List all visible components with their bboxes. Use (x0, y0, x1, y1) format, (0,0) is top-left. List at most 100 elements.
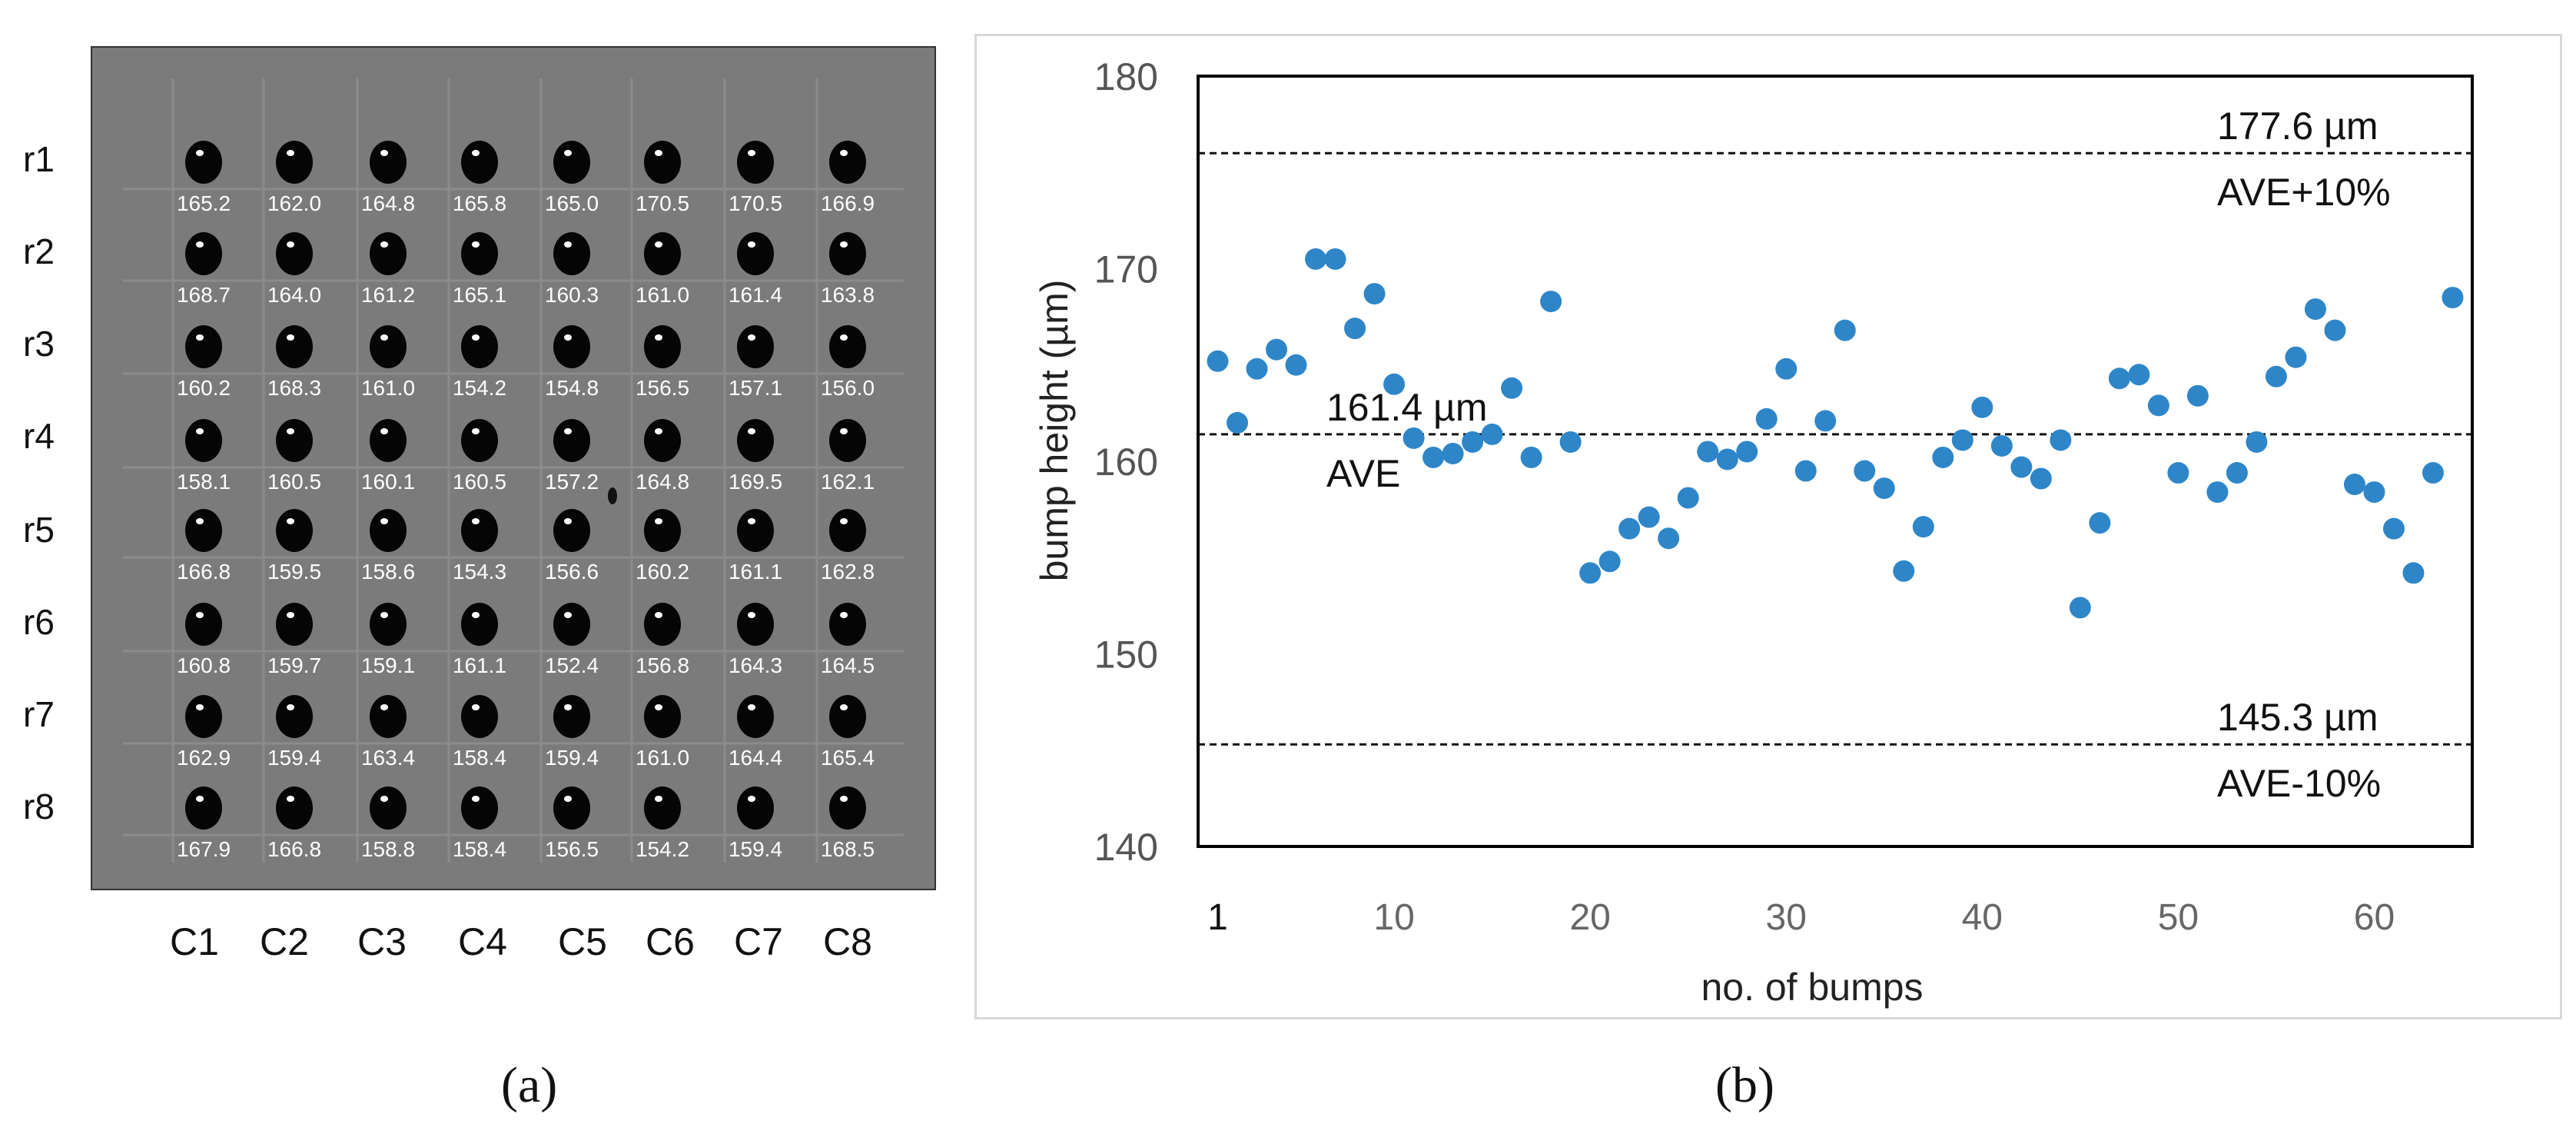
x-tick-label: 30 (1766, 897, 1807, 938)
data-point (1873, 477, 1895, 500)
bump-height-value: 156.8 (636, 653, 689, 677)
solder-bump (461, 695, 498, 738)
solder-bump (276, 509, 313, 552)
data-point (1716, 448, 1738, 471)
data-point (1363, 283, 1386, 305)
data-point (2402, 562, 2425, 584)
data-point (1462, 431, 1484, 453)
data-point (2128, 364, 2150, 386)
bump-highlight (196, 150, 204, 156)
bump-height-value: 169.5 (729, 470, 782, 494)
bump-highlight (564, 612, 572, 618)
data-point (2285, 346, 2307, 368)
solder-bump (737, 141, 774, 184)
bump-height-value: 161.2 (361, 283, 415, 307)
bump-array-svg: 165.2 162.0 164.8 165.8 165.0 170.5 170.5 166.9… (123, 78, 904, 863)
x-tick-label: 1 (1207, 897, 1228, 938)
solder-bump (276, 603, 313, 646)
trace-lines (123, 78, 904, 863)
data-point (1697, 441, 1719, 463)
data-point (1559, 431, 1582, 453)
bump-highlight (748, 150, 755, 156)
bump-highlight (564, 704, 572, 710)
data-point (2324, 319, 2346, 341)
y-tick-label: 150 (1094, 634, 1158, 677)
bump-highlight (287, 704, 294, 710)
bump-highlight (196, 612, 204, 618)
bump-highlight (287, 150, 294, 156)
solder-bump (370, 603, 407, 646)
bump-height-value: 159.7 (267, 653, 321, 677)
reference-name-label: AVE-10% (2217, 762, 2381, 805)
bump-height-value: 162.9 (177, 746, 231, 770)
bump-highlight (748, 241, 755, 248)
bump-height-value: 156.5 (545, 837, 599, 861)
x-tick-label: 50 (2158, 897, 2199, 938)
data-point (1618, 517, 1641, 540)
bump-height-value: 158.6 (361, 560, 415, 584)
bump-height-value: 164.3 (729, 653, 782, 677)
bump-height-value: 165.1 (453, 283, 506, 307)
panel-b-caption: (b) (1715, 1057, 1774, 1113)
bump-height-value: 158.8 (361, 837, 415, 861)
solder-bump (829, 786, 866, 830)
bump-highlight (564, 796, 572, 802)
solder-bump (553, 509, 590, 552)
bump-highlight (472, 241, 480, 248)
bump-height-value: 166.8 (177, 560, 231, 584)
solder-bump (644, 786, 681, 830)
bump-highlight (840, 241, 848, 248)
bump-height-value: 154.3 (453, 560, 506, 584)
bump-highlight (196, 518, 204, 524)
solder-bump (829, 141, 866, 184)
bump-highlight (748, 612, 755, 618)
bump-highlight (655, 612, 662, 618)
data-point (1579, 562, 1602, 584)
row-label: r4 (23, 416, 55, 456)
solder-bump (737, 419, 774, 462)
bump-highlight (472, 612, 480, 618)
bump-height-value: 154.2 (453, 376, 506, 400)
solder-bump (737, 325, 774, 368)
data-point (1736, 441, 1758, 463)
chart-panel: 140 150 160 170 180 1 10 20 30 40 50 60 no. of bumps… (974, 34, 2562, 1019)
solder-bump (370, 141, 407, 184)
bump-height-value: 165.0 (545, 191, 599, 215)
bump-height-value: 164.8 (636, 470, 689, 494)
bump-height-value: 159.4 (545, 746, 599, 770)
bump-highlight (564, 518, 572, 524)
bump-highlight (380, 518, 388, 524)
row-label: r5 (23, 510, 55, 550)
solder-bump (644, 325, 681, 368)
solder-bump (461, 325, 498, 368)
solder-bump (370, 325, 407, 368)
solder-bump (461, 786, 498, 830)
bump-height-value: 162.0 (267, 191, 321, 215)
data-point (2030, 467, 2052, 490)
y-tick-label: 180 (1094, 55, 1158, 98)
data-point (1598, 550, 1621, 573)
bump-highlight (655, 334, 662, 341)
solder-bump (644, 419, 681, 462)
bump-highlight (840, 796, 848, 802)
data-point (1344, 318, 1366, 340)
x-tick-label: 60 (2354, 897, 2395, 938)
bump-height-value: 160.1 (361, 470, 415, 494)
x-tick-label: 20 (1569, 897, 1610, 938)
bump-highlight (655, 704, 662, 710)
bump-highlight (472, 334, 480, 341)
solder-bump (644, 141, 681, 184)
bump-highlight (196, 704, 204, 710)
bump-highlight (840, 334, 848, 341)
row-label: r1 (23, 139, 55, 179)
data-point (1383, 373, 1406, 395)
solder-bump (461, 419, 498, 462)
bump-highlight (380, 796, 388, 802)
data-point (1403, 427, 1425, 449)
data-point (1893, 560, 1915, 582)
solder-bump (185, 786, 222, 830)
solder-bump (737, 509, 774, 552)
bump-height-value: 158.1 (177, 470, 231, 494)
data-point (1227, 411, 1249, 434)
bump-height-value: 157.2 (545, 470, 599, 494)
